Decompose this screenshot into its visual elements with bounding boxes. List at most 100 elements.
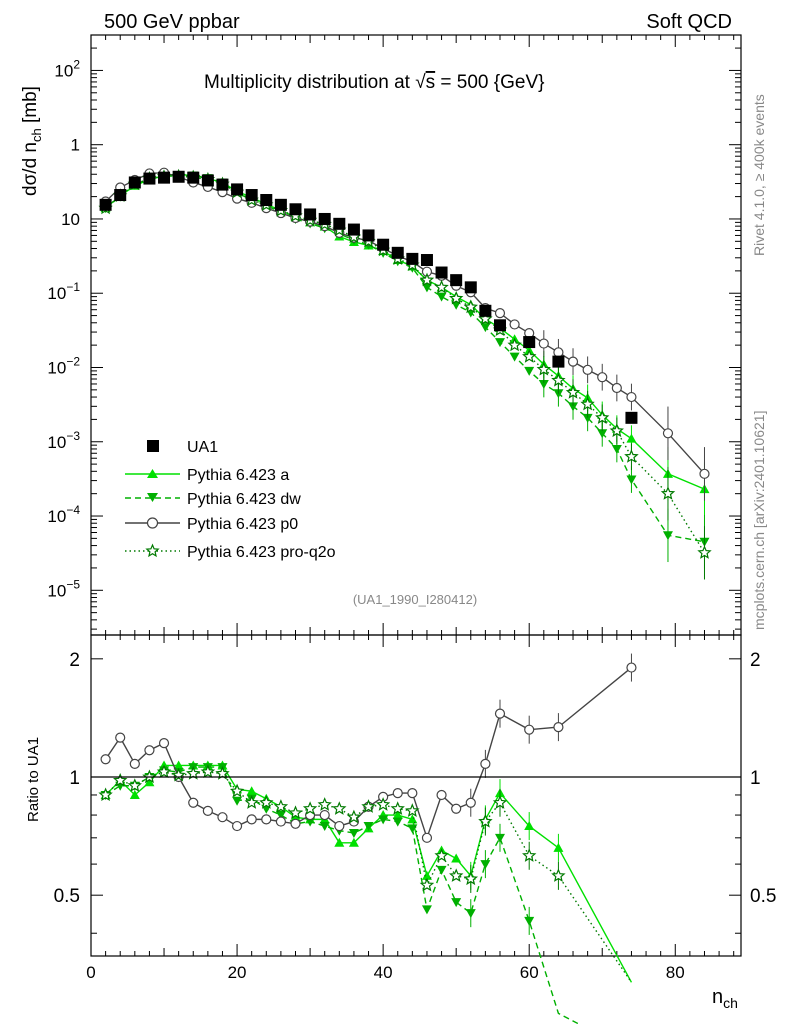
y-tick-label: 10−2 bbox=[47, 354, 80, 377]
data-point-star bbox=[463, 299, 478, 314]
data-point-star bbox=[595, 410, 610, 425]
legend-pq2o-label: Pythia 6.423 pro-q2o bbox=[187, 544, 336, 561]
ratio-series-pq2o bbox=[98, 764, 633, 983]
data-point-triangle-down bbox=[480, 860, 491, 870]
data-point-star bbox=[229, 783, 245, 798]
data-point-circle bbox=[451, 803, 462, 814]
data-point-square bbox=[289, 203, 302, 216]
data-point-star bbox=[565, 384, 581, 399]
data-point-star bbox=[551, 868, 566, 882]
data-point-triangle-down bbox=[480, 323, 491, 333]
ratio-y-tick-labels: 0.5 1 2 0.5 1 2 bbox=[54, 650, 777, 907]
data-point-circle bbox=[246, 814, 257, 825]
series-ua1 bbox=[99, 170, 638, 424]
y-tick-label: 10−4 bbox=[47, 503, 80, 526]
data-point-square bbox=[99, 198, 112, 211]
data-point-circle bbox=[129, 758, 140, 769]
data-point-triangle-up bbox=[290, 812, 301, 822]
data-point-star bbox=[186, 766, 201, 780]
data-point-circle bbox=[465, 797, 476, 808]
data-point-star bbox=[449, 868, 464, 882]
data-point-square bbox=[523, 336, 536, 349]
data-point-triangle-up bbox=[129, 789, 140, 799]
legend-p0-label: Pythia 6.423 p0 bbox=[187, 516, 298, 533]
data-point-star bbox=[522, 349, 537, 363]
ratio-y-tick-label-right: 1 bbox=[750, 768, 761, 789]
data-point-square bbox=[493, 319, 506, 332]
data-point-star bbox=[346, 809, 362, 824]
data-point-triangle-up bbox=[334, 837, 345, 847]
series-line-dw bbox=[105, 174, 705, 543]
data-point-star bbox=[288, 805, 303, 820]
data-point-triangle-down bbox=[348, 829, 359, 839]
legend-pq2o-marker bbox=[145, 543, 160, 558]
ratio-line-p0 bbox=[105, 667, 632, 841]
data-point-star bbox=[259, 795, 274, 809]
data-point-triangle-down bbox=[378, 815, 389, 825]
sqrt-symbol: √ bbox=[415, 72, 426, 93]
data-point-triangle-down bbox=[662, 531, 673, 541]
data-point-star bbox=[419, 877, 435, 892]
y-tick-label: 10−5 bbox=[47, 577, 80, 600]
analysis-id: (UA1_1990_I280412) bbox=[353, 592, 477, 607]
data-point-triangle-up bbox=[348, 837, 359, 847]
data-point-triangle-down bbox=[275, 811, 286, 821]
data-point-triangle-down bbox=[597, 429, 608, 439]
data-point-star bbox=[113, 772, 128, 787]
data-point-circle bbox=[509, 319, 520, 330]
plot-title: Multiplicity distribution at √s = 500 {G… bbox=[204, 72, 544, 93]
data-point-square bbox=[377, 238, 390, 251]
x-tick-label: 60 bbox=[520, 963, 539, 982]
data-point-square bbox=[143, 172, 156, 185]
data-point-square bbox=[450, 274, 463, 287]
data-point-circle bbox=[494, 308, 506, 319]
data-point-circle bbox=[597, 372, 608, 383]
data-point-circle bbox=[480, 758, 491, 769]
data-point-star bbox=[200, 764, 216, 779]
data-point-star bbox=[478, 814, 493, 828]
data-point-triangle-down bbox=[421, 905, 432, 915]
data-point-star bbox=[522, 848, 537, 862]
x-tick-label: 20 bbox=[228, 963, 247, 982]
main-y-label: dσ/d nch [mb] bbox=[20, 86, 44, 196]
data-point-triangle-up bbox=[524, 821, 535, 831]
legend-dw-marker bbox=[147, 493, 158, 502]
data-point-triangle-down bbox=[232, 796, 243, 806]
y-tick-label: 102 bbox=[54, 57, 80, 80]
data-point-circle bbox=[662, 428, 674, 439]
data-point-square bbox=[172, 170, 185, 183]
data-point-star bbox=[156, 764, 172, 779]
data-point-star bbox=[332, 801, 347, 815]
data-point-square bbox=[201, 174, 214, 187]
data-point-star bbox=[580, 396, 595, 411]
data-point-star bbox=[419, 272, 435, 287]
ratio-plot-frame bbox=[90, 634, 742, 957]
data-point-triangle-down bbox=[465, 909, 476, 919]
data-point-circle bbox=[436, 789, 447, 801]
data-point-star bbox=[624, 449, 639, 463]
y-tick-label: 1 bbox=[71, 136, 80, 155]
x-tick-label: 80 bbox=[666, 963, 685, 982]
data-point-triangle-down bbox=[319, 822, 330, 832]
data-point-triangle-down bbox=[611, 444, 622, 454]
data-point-square bbox=[420, 254, 433, 267]
data-point-star bbox=[98, 787, 113, 802]
ratio-y-label: Ratio to UA1 bbox=[25, 737, 42, 822]
data-point-triangle-up bbox=[173, 760, 184, 770]
axis-ticks bbox=[90, 34, 741, 956]
ratio-series-p0 bbox=[100, 653, 637, 843]
ratio-series-a bbox=[100, 760, 633, 983]
x-tick-labels: 0 20 40 60 80 bbox=[86, 963, 684, 982]
data-point-circle bbox=[231, 820, 243, 832]
header-right: Soft QCD bbox=[646, 11, 732, 33]
data-point-star bbox=[127, 778, 142, 792]
ratio-y-tick-label: 0.5 bbox=[54, 886, 80, 907]
legend-ua1-label: UA1 bbox=[187, 439, 218, 456]
data-point-square bbox=[406, 252, 419, 265]
series-a bbox=[100, 170, 710, 516]
x-tick-label: 40 bbox=[374, 963, 393, 982]
data-point-square bbox=[187, 171, 200, 184]
data-point-circle bbox=[538, 338, 549, 349]
ratio-y-tick-label-right: 0.5 bbox=[750, 886, 776, 907]
y-tick-label: 10−1 bbox=[47, 280, 80, 303]
